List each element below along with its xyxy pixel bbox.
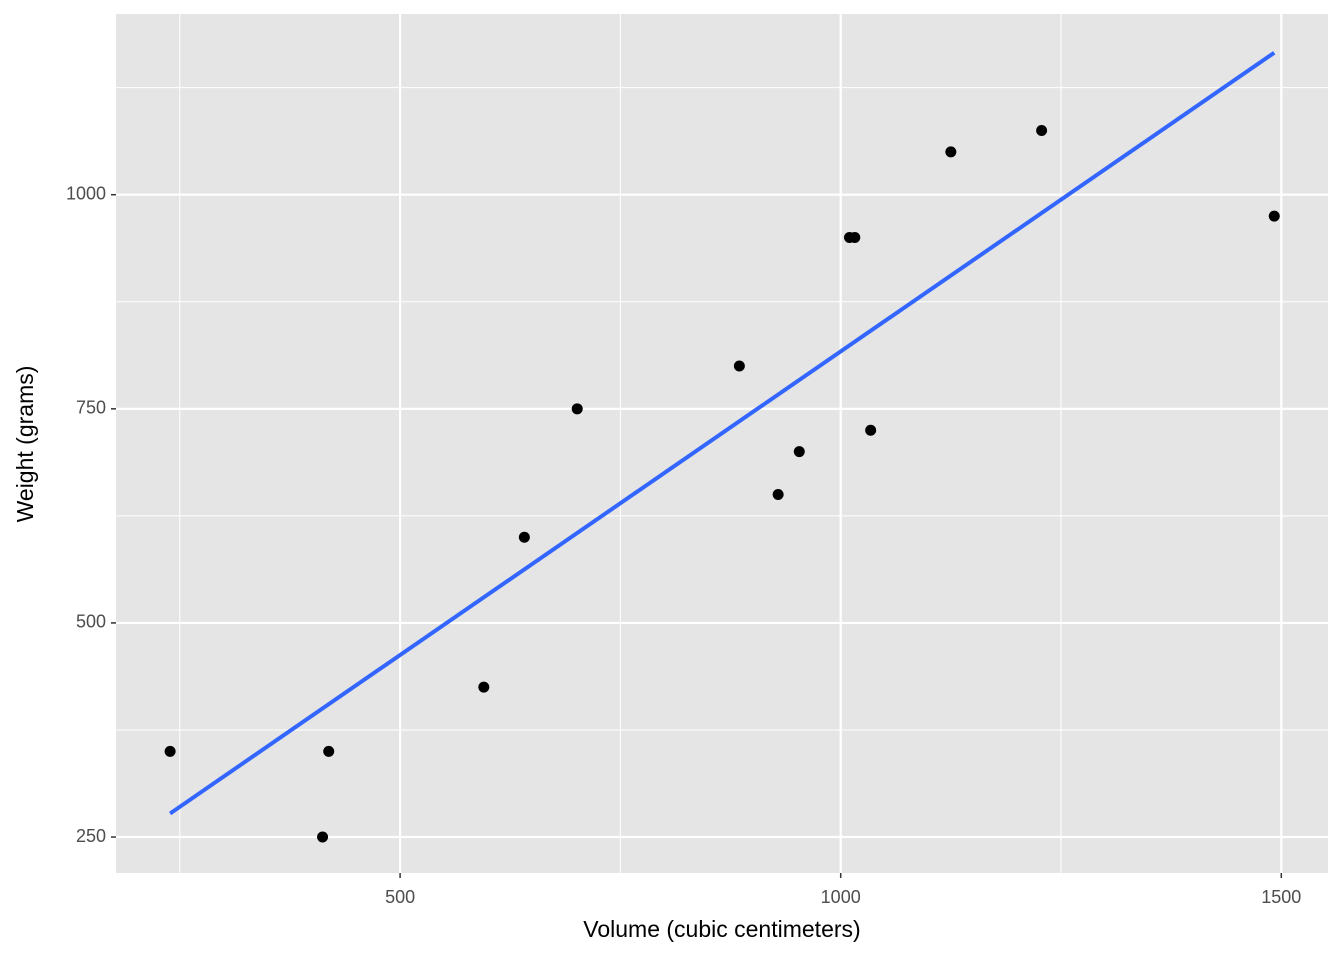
point: [1036, 124, 1048, 136]
regression-line: [168, 51, 1276, 816]
y-tick-label: 1000: [66, 183, 106, 203]
point: [945, 146, 957, 158]
y-tick-label: 500: [76, 612, 106, 632]
point: [865, 424, 877, 436]
point: [571, 403, 583, 415]
point: [317, 831, 329, 843]
point: [1268, 210, 1280, 222]
point: [793, 446, 805, 458]
point: [772, 488, 784, 500]
point: [844, 232, 856, 244]
point: [518, 531, 530, 543]
x-axis-title: Volume (cubic centimeters): [583, 916, 860, 942]
y-tick-label: 250: [76, 826, 106, 846]
point: [164, 745, 176, 757]
y-tick-label: 750: [76, 398, 106, 418]
y-axis-title: Weight (grams): [12, 366, 38, 523]
x-tick-label: 1000: [821, 887, 861, 907]
point: [733, 360, 745, 372]
point: [323, 745, 335, 757]
x-tick-label: 1500: [1261, 887, 1301, 907]
x-tick-label: 500: [385, 887, 415, 907]
point: [478, 681, 490, 693]
